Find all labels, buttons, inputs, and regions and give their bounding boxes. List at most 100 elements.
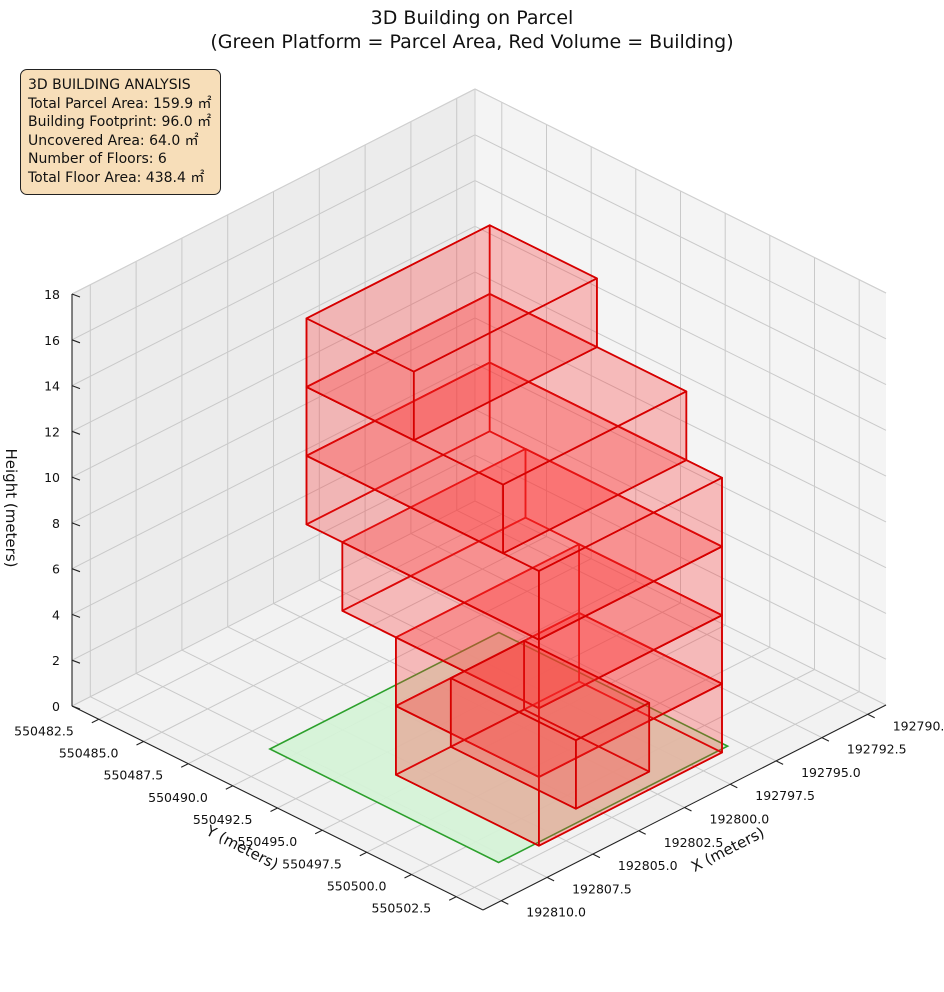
analysis-info-box: 3D BUILDING ANALYSIS Total Parcel Area: …: [20, 69, 221, 195]
y-tick-label: 550502.5: [372, 901, 432, 916]
grid-line-z-left: [71, 271, 476, 478]
z-axis-label: Height (meters): [2, 449, 20, 568]
z-tick-mark: [71, 705, 81, 710]
grid-line-z-left: [71, 454, 476, 661]
building-floor: [305, 293, 688, 555]
x-tick-mark: [821, 737, 830, 742]
y-tick-mark: [404, 874, 412, 879]
info-line: Building Footprint: 96.0 ㎡: [28, 114, 212, 131]
info-line: Number of Floors: 6: [28, 151, 167, 168]
y-tick-mark: [314, 829, 323, 835]
building-floor: [305, 224, 598, 442]
grid-line-z-left: [71, 180, 476, 387]
y-tick-mark: [448, 896, 457, 901]
grid-line-z-left: [71, 500, 476, 707]
grid-line-y-floor: [187, 558, 592, 765]
y-tick-label: 550495.0: [238, 834, 298, 849]
z-tick-label: 0: [52, 699, 60, 714]
x-tick-mark: [592, 853, 601, 859]
building-floor: [305, 361, 723, 641]
y-tick-label: 550492.5: [193, 812, 253, 827]
grid-line-z-right: [474, 454, 887, 660]
z-tick-mark: [71, 522, 81, 527]
grid-line-z-right: [474, 317, 887, 523]
z-tick-label: 2: [52, 653, 60, 668]
y-tick-label: 550482.5: [14, 723, 74, 738]
z-tick-label: 6: [52, 562, 60, 577]
y-tick-mark: [270, 807, 278, 812]
grid-line-y-floor: [455, 691, 860, 898]
x-tick-mark: [867, 713, 875, 719]
x-tick-label: 192795.0: [801, 765, 861, 780]
x-tick-label: 192802.5: [664, 835, 724, 850]
building-floor: [341, 448, 723, 710]
parcel-platform: [268, 631, 730, 864]
grid-line-y-floor: [98, 513, 503, 720]
z-tick-mark: [71, 293, 81, 298]
grid-line-z-left: [71, 225, 476, 432]
y-tick-label: 550500.0: [327, 879, 387, 894]
grid-line-z-left: [71, 317, 476, 524]
plot-content: [268, 224, 730, 864]
z-tick-label: 8: [52, 516, 60, 531]
z-tick-mark: [71, 613, 81, 618]
x-tick-label: 192792.5: [847, 742, 907, 757]
grid-line-z-right: [474, 500, 887, 706]
x-tick-mark: [730, 783, 738, 789]
z-tick-label: 4: [52, 607, 60, 622]
x-tick-label: 192810.0: [526, 905, 586, 920]
z-tick-label: 16: [44, 333, 60, 348]
grid-line-z-left: [71, 408, 476, 615]
y-tick-label: 550487.5: [104, 768, 164, 783]
building-face: [449, 639, 651, 742]
z-tick-label: 18: [44, 287, 60, 302]
y-tick-mark: [359, 851, 368, 857]
x-tick-mark: [638, 830, 646, 835]
z-tick-mark: [71, 339, 81, 344]
info-line: Total Parcel Area: 159.9 ㎡: [28, 95, 212, 112]
z-tick-mark: [71, 385, 81, 390]
z-tick-mark: [71, 430, 81, 435]
grid-line-z-right: [474, 134, 887, 340]
x-tick-label: 192800.0: [710, 812, 770, 827]
z-tick-mark: [71, 568, 81, 573]
building-face: [305, 224, 598, 373]
x-tick-mark: [775, 760, 784, 765]
x-tick-label: 192797.5: [755, 788, 815, 803]
grid-line-z-right: [474, 225, 887, 431]
x-tick-label: 192790.0: [893, 718, 944, 733]
grid-line-z-right: [474, 363, 887, 569]
y-tick-mark: [225, 785, 234, 790]
info-heading: 3D BUILDING ANALYSIS: [28, 77, 191, 93]
building-floor: [449, 639, 651, 810]
chart-title-line: 3D Building on Parcel: [370, 7, 574, 29]
x-tick-mark: [546, 876, 555, 882]
grid-lines: [71, 88, 887, 902]
x-tick-label: 192805.0: [618, 858, 678, 873]
y-tick-label: 550497.5: [282, 856, 342, 871]
z-tick-label: 12: [44, 424, 60, 439]
pane-edge: [71, 88, 476, 295]
y-tick-mark: [180, 763, 189, 768]
y-tick-label: 550490.0: [148, 790, 208, 805]
z-tick-label: 14: [44, 379, 60, 394]
grid-line-z-left: [71, 363, 476, 570]
z-tick-mark: [71, 476, 81, 481]
grid-line-y-floor: [143, 536, 547, 742]
grid-line-z-left: [71, 134, 476, 341]
z-tick-mark: [71, 659, 81, 664]
x-tick-mark: [501, 900, 509, 905]
grid-line-z-right: [474, 180, 887, 386]
y-tick-label: 550485.0: [59, 746, 119, 761]
z-tick-label: 10: [44, 470, 60, 485]
chart-title: 3D Building on Parcel (Green Platform = …: [0, 6, 944, 54]
grid-line-z-right: [474, 408, 887, 614]
axis-lines: [71, 88, 887, 911]
x-tick-label: 192807.5: [572, 881, 632, 896]
pane-edge: [474, 88, 887, 294]
x-tick-mark: [684, 807, 692, 812]
info-line: Uncovered Area: 64.0 ㎡: [28, 132, 199, 149]
axis-labels: 192790.0 192792.5 192795.0 192797.5 192800.0…: [2, 287, 944, 920]
info-line: Total Floor Area: 438.4 ㎡: [28, 169, 205, 186]
